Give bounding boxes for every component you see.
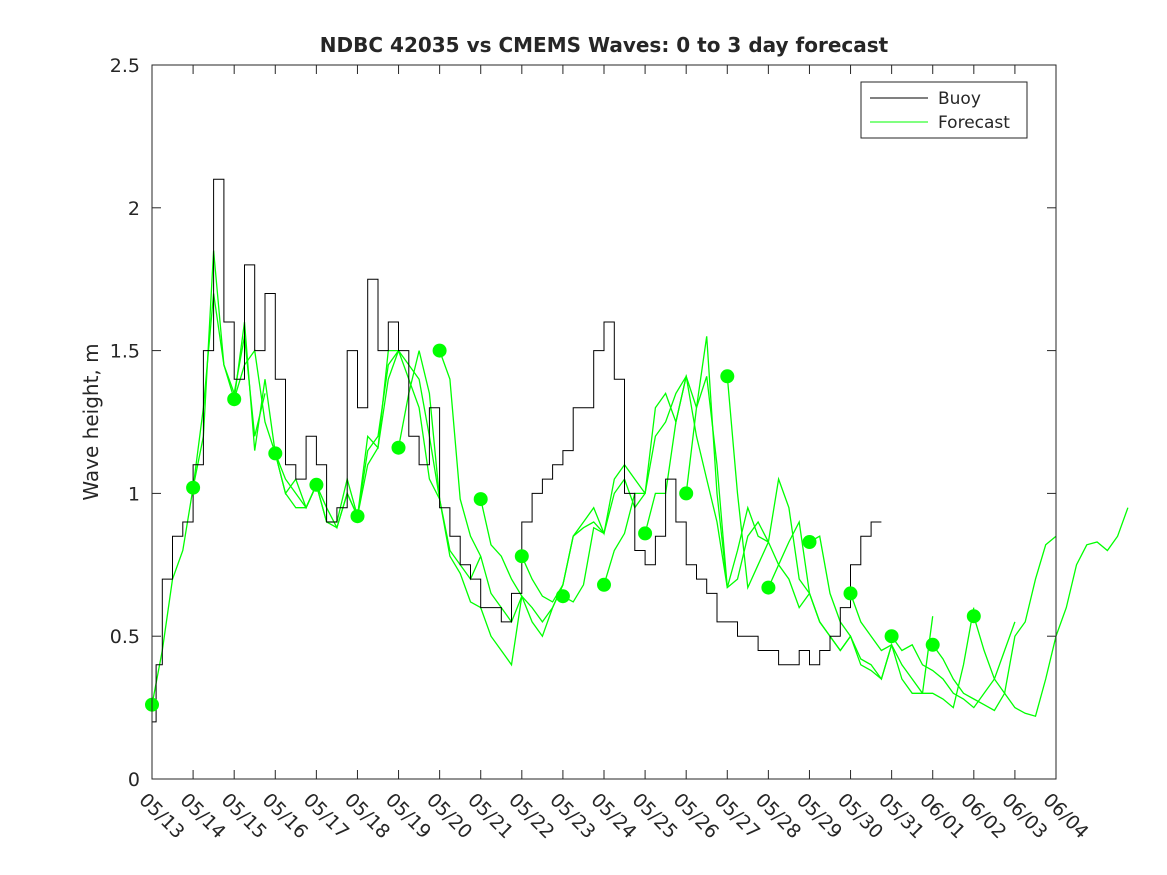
forecast-run-line [973,507,1129,718]
forecast-run-line [603,374,728,588]
forecast-run-line [849,593,975,709]
forecast-run-line [685,376,811,609]
forecast-start-point [720,369,735,384]
forecast-run-line [480,498,605,624]
forecast-run-line [932,535,1057,712]
legend-box [860,81,1028,139]
forecast-start-point [227,392,242,407]
forecast-run-line [315,349,441,530]
forecast-start-point [679,486,694,501]
forecast-start-point [473,492,488,507]
legend-label-forecast: Forecast [938,113,1010,133]
forecast-start-point [843,586,858,601]
y-tick-label: 2.5 [110,55,140,77]
buoy-line [152,178,882,723]
forecast-start-point [391,440,406,455]
series-layer [145,178,1129,723]
forecast-run-line [809,535,934,694]
y-axis: 0 0.5 1 1.5 2 2.5 [110,55,1056,791]
forecast-start-point [432,343,447,358]
y-tick-label: 0.5 [110,626,140,648]
forecast-start-point [555,589,570,604]
y-tick-label: 1.5 [110,341,140,363]
forecast-start-point [761,580,776,595]
forecast-start-point [350,509,365,524]
forecast-start-point [884,629,899,644]
forecast-start-point [597,577,611,592]
forecast-start-point [514,549,529,564]
forecast-start-point [802,535,817,549]
forecast-start-point [638,526,653,541]
chart-title: NDBC 42035 vs CMEMS Waves: 0 to 3 day fo… [320,33,889,57]
y-tick-label: 0 [128,769,140,791]
legend: Buoy Forecast [860,81,1028,139]
forecast-start-point [309,477,324,492]
forecast-start-point [268,446,283,461]
forecast-start-point [925,637,940,652]
forecast-start-point [966,609,981,624]
legend-label-buoy: Buoy [938,89,981,109]
forecast-start-point [186,480,201,495]
forecast-run-line [397,350,523,667]
y-axis-label: Wave height, m [79,343,103,500]
y-tick-label: 2 [128,198,140,220]
plot-area [152,65,1056,779]
y-tick-label: 1 [128,483,140,505]
